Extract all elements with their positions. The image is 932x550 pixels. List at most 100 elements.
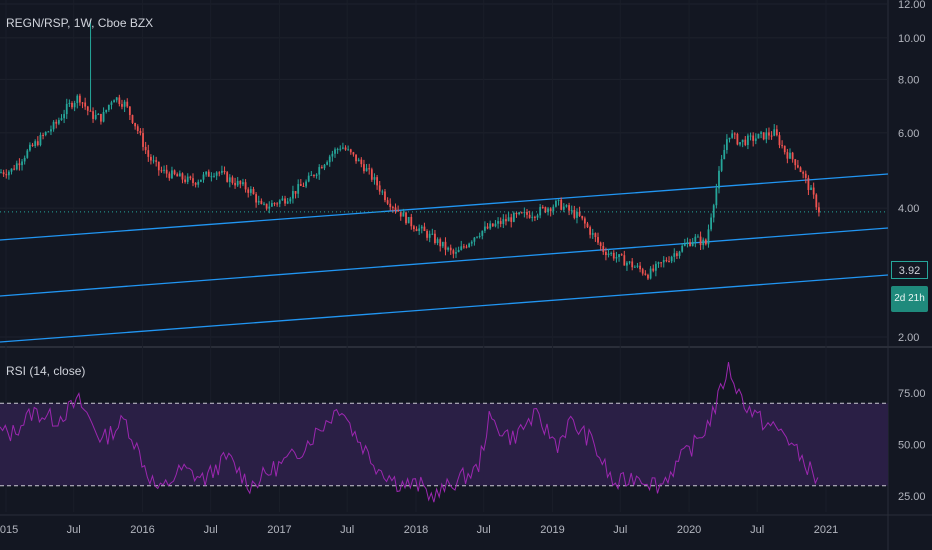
candle-body <box>710 217 712 230</box>
candle-body <box>752 135 755 141</box>
candle-body <box>720 159 723 171</box>
candle-body <box>573 209 576 218</box>
candle-body <box>707 229 710 245</box>
candle-body <box>597 237 599 243</box>
candle-body <box>163 169 165 171</box>
candle-body <box>462 246 465 248</box>
candle-body <box>5 174 8 176</box>
candle-body <box>618 254 620 258</box>
candle-body <box>215 172 218 176</box>
candle-body <box>818 207 820 213</box>
candle-body <box>712 205 715 218</box>
candle-body <box>386 200 389 204</box>
candle-body <box>631 261 634 268</box>
candle-body <box>357 159 360 162</box>
candle-body <box>689 242 691 246</box>
candle-body <box>770 135 773 137</box>
candle-body <box>636 265 639 267</box>
candle-body <box>449 247 452 251</box>
price-tick-label: 6.00 <box>898 128 919 140</box>
candle-body <box>189 176 192 179</box>
candle-body <box>273 203 276 205</box>
candle-body <box>231 177 234 183</box>
candle-body <box>725 139 728 150</box>
rsi-series-line <box>0 362 819 503</box>
candle-body <box>228 177 231 182</box>
candle-body <box>313 174 315 176</box>
candle-body <box>310 174 313 176</box>
candle-body <box>247 189 250 193</box>
time-tick-label: 2017 <box>267 524 291 536</box>
candle-body <box>468 243 471 248</box>
candle-body <box>365 168 368 172</box>
candle-body <box>405 212 407 224</box>
time-tick-label: 2021 <box>814 524 838 536</box>
candle-body <box>694 236 697 242</box>
candle-body <box>265 203 268 209</box>
candle-body <box>810 187 812 190</box>
candle-body <box>402 212 405 217</box>
candle-body <box>320 167 323 169</box>
candle-body <box>615 257 618 259</box>
time-tick-label: Jul <box>477 524 491 536</box>
candle-body <box>789 152 791 159</box>
candle-body <box>568 205 570 211</box>
candle-body <box>455 252 457 254</box>
candle-body <box>302 185 305 187</box>
time-tick-label: Jul <box>67 524 81 536</box>
candle-body <box>570 209 573 211</box>
candle-body <box>355 154 357 162</box>
candle-body <box>68 102 71 104</box>
candle-body <box>349 149 352 153</box>
candle-body <box>607 253 610 256</box>
candle-body <box>760 132 762 134</box>
candle-body <box>778 135 781 146</box>
candle-body <box>384 191 386 201</box>
candle-body <box>284 198 286 204</box>
candle-body <box>681 245 684 252</box>
candle-body <box>389 203 392 208</box>
candle-body <box>307 175 310 182</box>
candle-body <box>123 101 126 107</box>
candle-body <box>583 218 586 224</box>
candle-body <box>581 215 584 219</box>
candle-body <box>328 156 331 163</box>
candle-body <box>560 199 563 210</box>
candle-body <box>481 230 484 236</box>
candle-body <box>736 133 739 145</box>
time-tick-label: Jul <box>613 524 627 536</box>
candle-body <box>65 103 68 115</box>
candle-body <box>494 223 497 227</box>
candle-body <box>334 149 336 154</box>
candle-body <box>336 149 339 151</box>
candle-body <box>510 217 513 222</box>
candle-body <box>744 139 747 146</box>
time-tick-label: 2015 <box>0 524 18 536</box>
candle-body <box>326 162 329 165</box>
candle-body <box>373 177 376 180</box>
candle-body <box>526 211 528 215</box>
candle-body <box>315 174 318 176</box>
candle-body <box>533 216 536 218</box>
candle-body <box>544 207 547 213</box>
candle-body <box>431 233 434 235</box>
candle-body <box>641 269 644 274</box>
candle-body <box>79 95 81 103</box>
candle-body <box>249 189 252 193</box>
candle-body <box>207 171 210 177</box>
candle-body <box>178 173 181 177</box>
candle-body <box>654 263 657 271</box>
candle-body <box>536 215 539 218</box>
candle-body <box>205 171 208 175</box>
bar-countdown-label: 2d 21h <box>891 286 928 312</box>
candle-body <box>71 102 73 108</box>
candle-body <box>723 149 726 160</box>
candle-body <box>131 115 134 123</box>
candle-body <box>460 246 463 250</box>
candle-body <box>155 160 158 162</box>
candle-body <box>144 146 147 151</box>
candle-body <box>26 150 29 158</box>
candle-body <box>81 102 84 104</box>
candle-body <box>223 170 226 173</box>
